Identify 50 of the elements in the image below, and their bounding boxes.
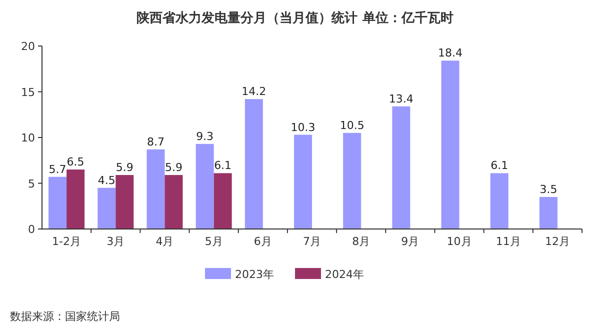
x-tick-label: 3月: [106, 235, 125, 248]
legend-label: 2023年: [235, 268, 274, 281]
x-tick-label: 10月: [446, 235, 472, 248]
bar: [164, 175, 183, 229]
bar: [392, 106, 410, 229]
bar: [490, 173, 508, 229]
data-label: 14.2: [242, 85, 266, 98]
bar: [196, 144, 214, 229]
x-tick-label: 7月: [303, 235, 321, 248]
data-label: 6.5: [66, 156, 84, 169]
bar: [343, 132, 362, 229]
y-tick-label: 10: [21, 132, 35, 144]
legend-label: 2024年: [325, 268, 364, 281]
bar: [66, 170, 85, 229]
data-label: 5.7: [48, 162, 66, 176]
y-tick-label: 20: [21, 40, 35, 53]
bar: [539, 196, 558, 229]
source-note: 数据来源：国家统计局: [10, 310, 120, 323]
data-label: 13.4: [388, 92, 414, 106]
bar: [244, 99, 263, 229]
bar: [214, 173, 232, 229]
data-label: 18.4: [438, 46, 463, 60]
x-tick-label: 6月: [254, 235, 272, 248]
y-tick-label: 0: [28, 223, 35, 236]
bar: [116, 175, 134, 229]
data-label: 6.1: [490, 159, 508, 172]
data-label: 3.5: [540, 182, 558, 196]
data-label: 5.9: [164, 161, 182, 174]
bar: [441, 60, 460, 229]
data-label: 9.3: [196, 130, 214, 143]
y-tick-label: 15: [21, 86, 35, 99]
data-label: 10.5: [340, 118, 364, 132]
bar: [294, 134, 312, 229]
data-label: 5.9: [116, 161, 134, 174]
data-label: 8.7: [146, 135, 164, 148]
y-tick-label: 5: [28, 177, 35, 190]
data-label: 10.3: [290, 120, 316, 134]
x-tick-label: 11月: [496, 235, 521, 248]
x-tick-label: 8月: [352, 235, 370, 248]
x-tick-label: 4月: [156, 235, 174, 248]
x-tick-label: 9月: [401, 235, 420, 248]
data-label: 4.5: [98, 174, 116, 187]
chart-title: 陕西省水力发电量分月（当月值）统计 单位：亿千瓦时: [136, 10, 454, 26]
bar: [146, 149, 165, 229]
bar: [98, 188, 116, 229]
data-label: 6.1: [214, 159, 232, 172]
x-tick-label: 12月: [544, 235, 570, 248]
x-tick-label: 5月: [204, 235, 223, 248]
bar: [48, 176, 67, 229]
x-tick-label: 1-2月: [52, 235, 82, 248]
